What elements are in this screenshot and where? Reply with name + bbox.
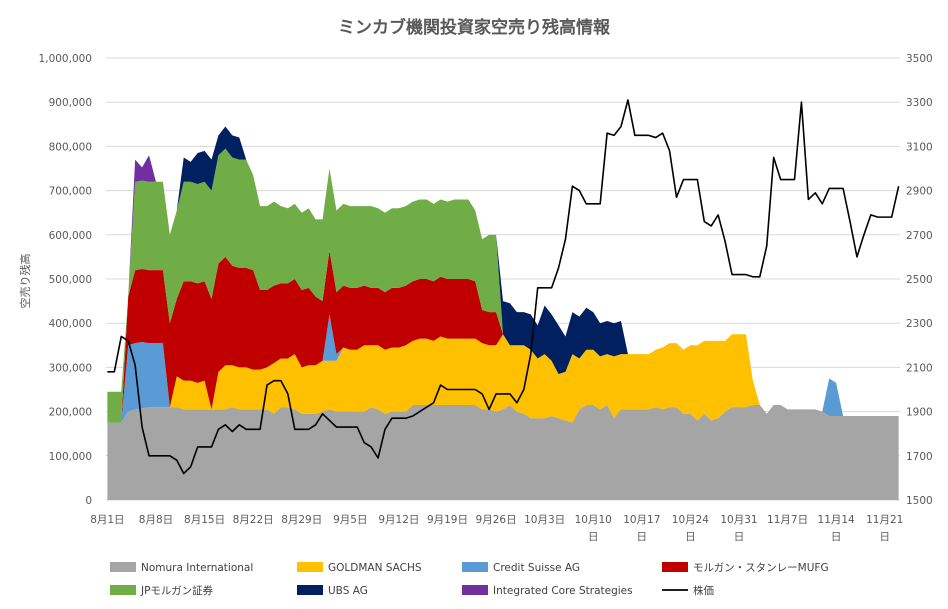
legend-label: 株価 — [693, 584, 714, 597]
legend-swatch — [297, 562, 323, 572]
left-tick-label: 600,000 — [49, 230, 92, 242]
x-tick-label: 8月1日 — [90, 514, 124, 526]
left-tick-label: 500,000 — [49, 274, 92, 286]
legend-label: JPモルガン証券 — [140, 584, 214, 597]
price-line-group — [107, 99, 900, 475]
x-tick-label: 8月22日 — [233, 514, 274, 526]
x-tick-label: 9月12日 — [378, 514, 419, 526]
x-tick-label: 8月15日 — [184, 514, 225, 526]
legend-item: モルガン・スタンレーMUFG — [662, 562, 829, 574]
legend-item: Integrated Core Strategies — [462, 585, 633, 597]
x-tick-label: 11月7日 — [767, 514, 808, 526]
right-tick-label: 3300 — [906, 97, 933, 109]
right-axis-ticks: 1500 1700 1900 2100 2300 2500 2700 2900 3100 3300… — [906, 53, 933, 507]
legend-item: GOLDMAN SACHS — [297, 562, 422, 574]
x-tick-label: 10月31 日 — [720, 514, 757, 543]
right-tick-label: 2300 — [906, 318, 933, 330]
x-tick-label: 9月19日 — [427, 514, 468, 526]
left-tick-label: 200,000 — [49, 407, 92, 419]
right-tick-label: 3500 — [906, 53, 933, 65]
right-tick-label: 2500 — [906, 274, 933, 286]
legend-swatch — [462, 585, 488, 595]
legend-swatch — [110, 562, 136, 572]
right-tick-label: 2900 — [906, 186, 933, 198]
x-tick-label: 10月3日 — [524, 514, 565, 526]
price-line — [107, 99, 900, 475]
legend-label: Nomura International — [141, 562, 253, 574]
x-tick-label: 10月10 日 — [575, 514, 612, 543]
right-tick-label: 1900 — [906, 407, 933, 419]
legend-swatch — [297, 585, 323, 595]
legend: Nomura International GOLDMAN SACHS Credit … — [110, 562, 829, 597]
y-axis-label: 空売り残高 — [18, 254, 32, 309]
legend-swatch — [462, 562, 488, 572]
left-tick-label: 1,000,000 — [39, 53, 92, 65]
legend-label: Integrated Core Strategies — [493, 585, 633, 597]
x-tick-label: 9月26日 — [476, 514, 517, 526]
x-axis-ticks: 8月1日 8月8日 8月15日 8月22日 8月29日 9月5日 9月12日 9月19日 9月2… — [90, 514, 903, 543]
legend-swatch — [110, 585, 136, 595]
x-tick-label: 9月5日 — [333, 514, 367, 526]
right-tick-label: 2100 — [906, 362, 933, 374]
chart-title: ミンカブ機関投資家空売り残高情報 — [338, 17, 611, 38]
area-mufg — [107, 250, 899, 423]
legend-item: 株価 — [662, 584, 714, 597]
right-tick-label: 1500 — [906, 495, 933, 507]
right-tick-label: 3100 — [906, 141, 933, 153]
area-nomura-international — [107, 404, 899, 500]
legend-item: UBS AG — [297, 585, 368, 597]
left-tick-label: 0 — [85, 495, 92, 507]
x-tick-label: 11月21 日 — [866, 514, 903, 543]
legend-label: モルガン・スタンレーMUFG — [693, 562, 829, 574]
left-tick-label: 900,000 — [49, 97, 92, 109]
x-tick-label: 10月24 日 — [672, 514, 710, 543]
left-tick-label: 800,000 — [49, 141, 92, 153]
area-goldman-sachs — [107, 334, 899, 423]
legend-item: Credit Suisse AG — [462, 562, 580, 574]
legend-swatch — [662, 562, 688, 572]
legend-label: GOLDMAN SACHS — [328, 562, 422, 574]
legend-label: UBS AG — [328, 585, 368, 597]
legend-label: Credit Suisse AG — [493, 562, 580, 574]
right-tick-label: 2700 — [906, 230, 933, 242]
right-tick-label: 1700 — [906, 451, 933, 463]
left-tick-label: 700,000 — [49, 186, 92, 198]
x-tick-label: 10月17 日 — [623, 514, 660, 543]
left-axis-ticks: 0 100,000 200,000 300,000 400,000 500,000 600,… — [39, 53, 92, 507]
left-tick-label: 400,000 — [49, 318, 92, 330]
area-jp — [107, 148, 899, 423]
legend-item: JPモルガン証券 — [110, 584, 214, 597]
area-series-group — [107, 126, 899, 500]
x-tick-label: 8月29日 — [281, 514, 322, 526]
x-tick-label: 8月8日 — [139, 514, 173, 526]
legend-item: Nomura International — [110, 562, 253, 574]
left-tick-label: 100,000 — [49, 451, 92, 463]
left-tick-label: 300,000 — [49, 362, 92, 374]
x-tick-label: 11月14 日 — [818, 514, 856, 543]
